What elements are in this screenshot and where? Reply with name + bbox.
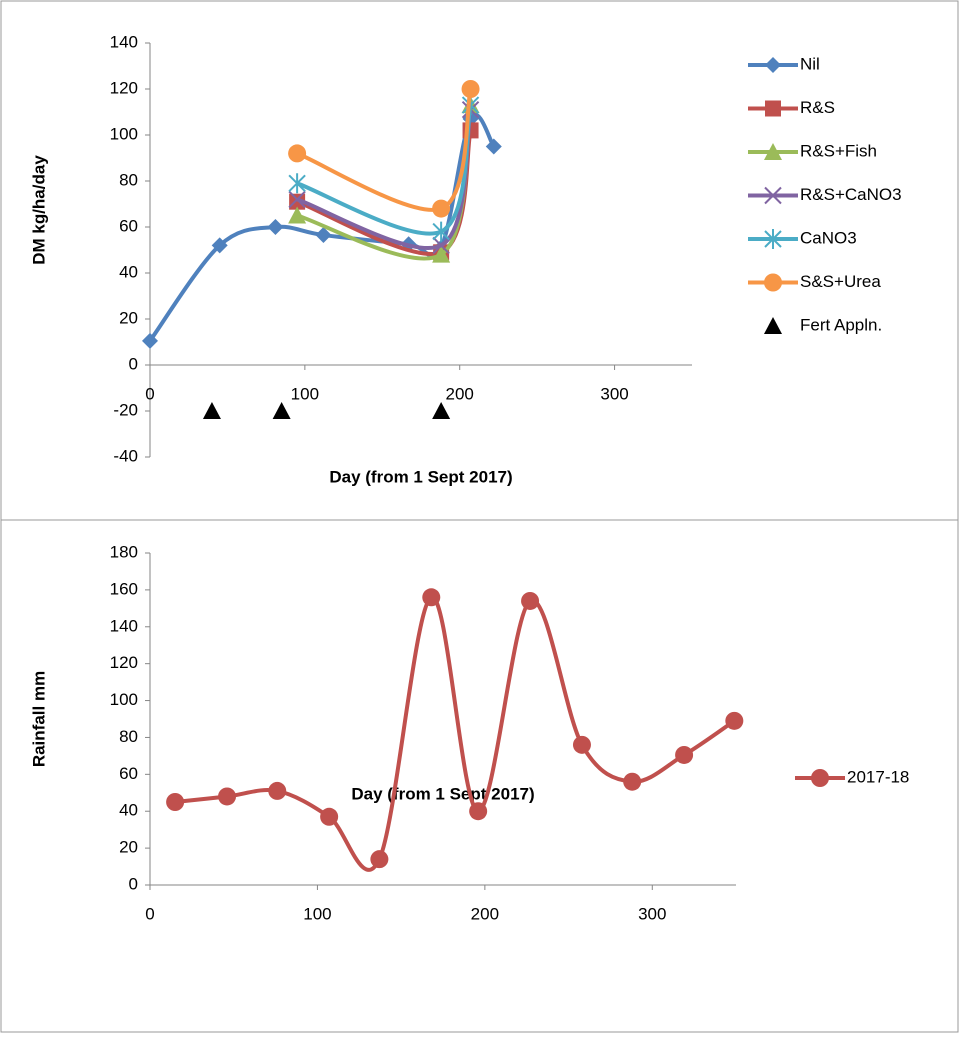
marker — [218, 787, 237, 806]
x-tick-label: 200 — [471, 904, 499, 923]
marker — [268, 781, 287, 800]
legend-marker — [764, 229, 782, 249]
marker — [572, 735, 591, 754]
marker — [288, 144, 307, 163]
y-axis-title: DM kg/ha/day — [29, 155, 48, 265]
y-tick-label: 140 — [110, 32, 138, 51]
legend-label: Nil — [800, 54, 820, 73]
marker — [166, 793, 185, 811]
marker — [320, 807, 339, 826]
x-tick-label: 0 — [145, 384, 154, 403]
y-tick-label: 180 — [110, 542, 138, 561]
legend-marker — [811, 769, 829, 787]
legend-marker — [765, 57, 781, 73]
y-tick-label: 140 — [110, 616, 138, 635]
chart-frame — [0, 0, 959, 521]
x-tick-label: 300 — [600, 384, 628, 403]
marker — [432, 245, 451, 263]
legend-label: R&S+CaNO3 — [800, 185, 902, 204]
x-axis-title: Day (from 1 Sept 2017) — [329, 467, 512, 486]
y-tick-label: 40 — [119, 801, 138, 820]
marker — [211, 237, 228, 254]
marker — [142, 332, 158, 349]
marker — [432, 221, 450, 242]
legend-label: 2017-18 — [847, 767, 909, 786]
marker — [315, 227, 332, 244]
chart-frame — [0, 519, 959, 1033]
legend-label: R&S — [800, 98, 835, 117]
marker — [289, 193, 306, 210]
legend-label: Fert Appln. — [800, 315, 882, 334]
legend-marker — [764, 143, 782, 160]
marker — [288, 173, 306, 194]
y-tick-label: 60 — [119, 764, 138, 783]
y-tick-label: 100 — [110, 124, 138, 143]
y-tick-label: 20 — [119, 308, 138, 327]
x-tick-label: 100 — [291, 384, 319, 403]
marker — [288, 190, 306, 209]
y-tick-label: 120 — [110, 653, 138, 672]
marker — [272, 402, 291, 419]
marker — [432, 199, 451, 218]
marker — [485, 138, 502, 155]
y-tick-label: 80 — [119, 727, 138, 746]
marker — [202, 402, 221, 419]
legend-marker — [764, 273, 782, 292]
legend-label: S&S+Urea — [800, 272, 881, 291]
x-tick-label: 300 — [638, 904, 666, 923]
marker — [370, 850, 389, 869]
y-tick-label: 120 — [110, 78, 138, 97]
marker — [267, 219, 284, 235]
series-line — [296, 88, 473, 212]
x-tick-label: 0 — [145, 904, 154, 923]
y-tick-label: 20 — [119, 838, 138, 857]
y-tick-label: 0 — [129, 874, 138, 893]
y-tick-label: 160 — [110, 579, 138, 598]
marker — [432, 402, 451, 419]
legend-label: CaNO3 — [800, 228, 857, 247]
y-tick-label: 40 — [119, 262, 138, 281]
legend-label: R&S+Fish — [800, 141, 877, 160]
marker — [469, 802, 488, 821]
y-axis-title: Rainfall mm — [29, 671, 48, 767]
marker — [422, 588, 441, 607]
series-line — [148, 113, 496, 343]
y-tick-label: 0 — [129, 354, 138, 373]
y-tick-label: 60 — [119, 216, 138, 235]
legend-marker — [765, 100, 781, 117]
x-axis-title: Day (from 1 Sept 2017) — [351, 784, 534, 803]
y-tick-label: 100 — [110, 690, 138, 709]
marker — [288, 206, 307, 224]
marker — [521, 591, 540, 610]
series-line — [174, 595, 736, 872]
x-tick-label: 100 — [303, 904, 331, 923]
legend-marker — [764, 317, 782, 334]
marker — [623, 772, 642, 791]
marker — [675, 745, 694, 764]
marker — [461, 80, 480, 98]
y-tick-label: -40 — [113, 446, 138, 465]
marker — [432, 236, 450, 255]
marker — [725, 711, 744, 730]
x-tick-label: 200 — [446, 384, 474, 403]
y-tick-label: -20 — [113, 400, 138, 419]
y-tick-label: 80 — [119, 170, 138, 189]
legend-marker — [764, 186, 782, 205]
